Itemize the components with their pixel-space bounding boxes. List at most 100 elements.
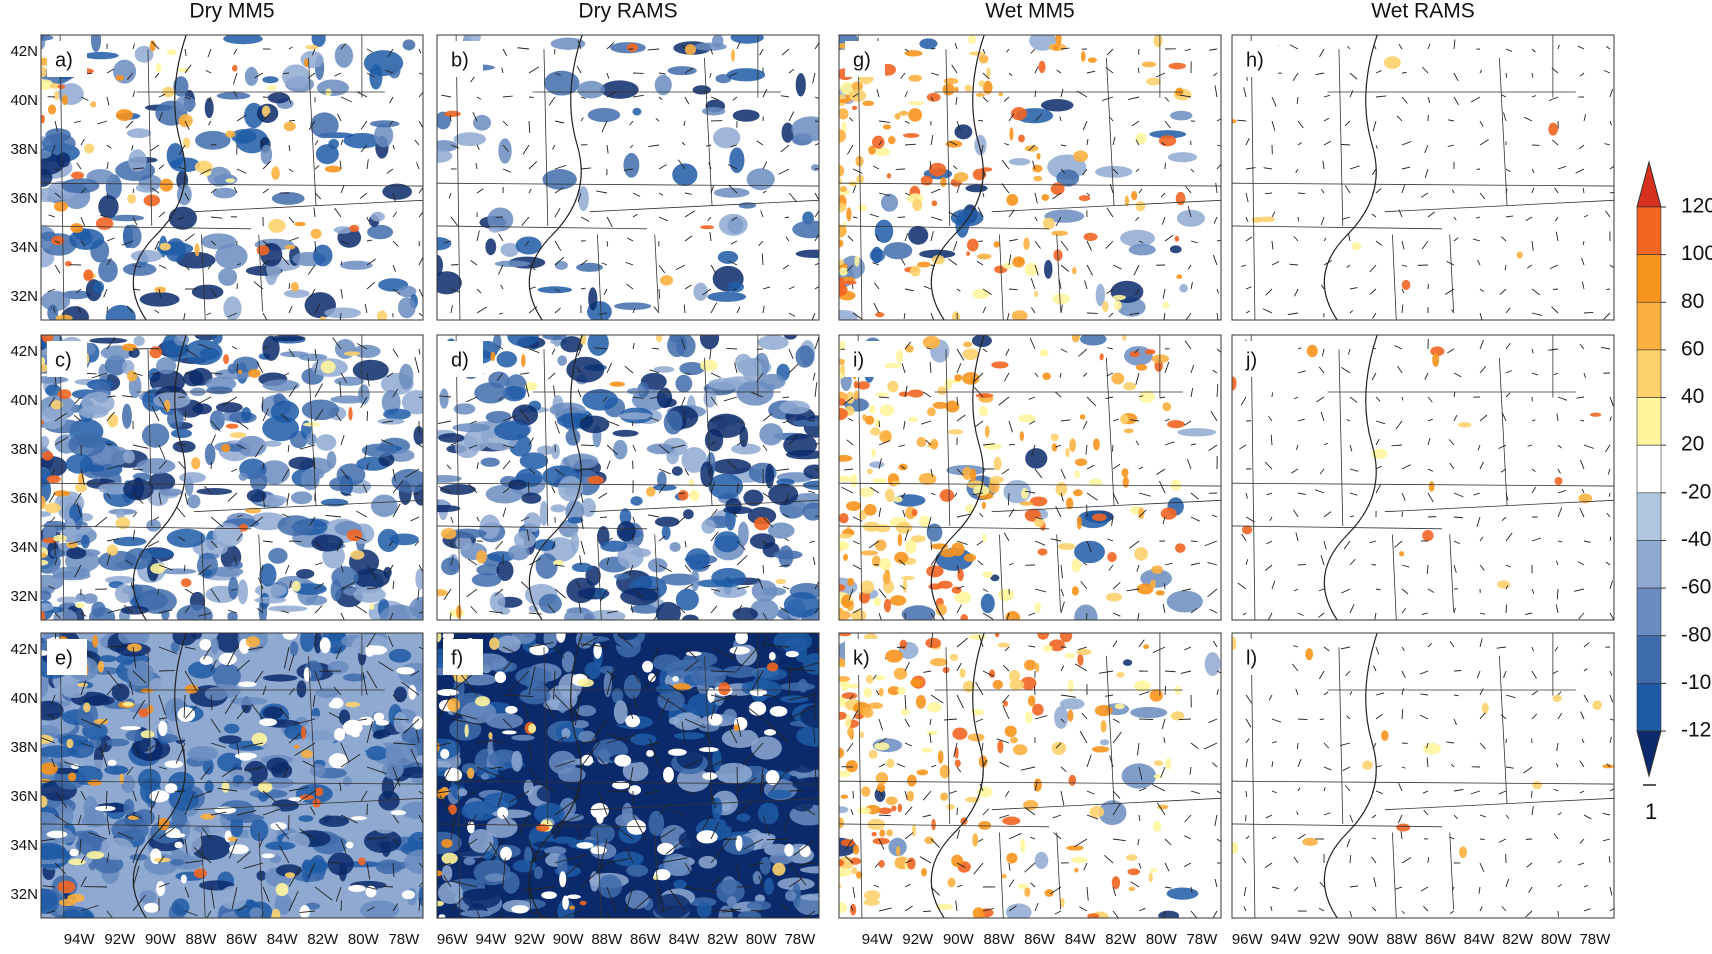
wind-vector (76, 502, 82, 518)
wind-vector (1264, 461, 1273, 470)
shading (176, 604, 213, 620)
lon-label: 80W (746, 931, 778, 948)
shading (906, 790, 915, 802)
colorbar-bin (1636, 635, 1662, 684)
wind-vector (184, 372, 194, 375)
wind-vector (702, 564, 712, 569)
wind-vector (869, 213, 880, 218)
shading (1241, 525, 1253, 535)
shading (1099, 353, 1104, 361)
wind-vector (736, 306, 741, 314)
shading (212, 663, 241, 689)
shading (1150, 579, 1156, 588)
wind-vector (788, 668, 791, 696)
shading (218, 652, 237, 666)
shading (625, 890, 650, 910)
shading (986, 67, 991, 79)
wind-vector (340, 260, 343, 266)
wind-vector (580, 96, 586, 99)
wind-vector (334, 72, 342, 77)
wind-vector (1003, 664, 1010, 672)
wind-vector (1319, 48, 1325, 58)
wind-vector (1369, 288, 1377, 295)
shading (333, 226, 353, 234)
wind-vector (780, 144, 790, 153)
shading (441, 852, 458, 865)
wind-vector (262, 113, 271, 122)
shading (46, 475, 61, 484)
shading (718, 682, 731, 696)
wind-vector (466, 790, 478, 797)
wind-vector (1453, 607, 1456, 614)
shading (916, 437, 927, 448)
shading (228, 576, 239, 600)
shading (1111, 372, 1125, 385)
wind-vector (554, 120, 565, 124)
shading (193, 868, 208, 879)
wind-vector (1349, 165, 1360, 170)
shading (856, 871, 863, 879)
wind-vector (450, 264, 459, 266)
shading (846, 207, 852, 222)
wind-vector (261, 910, 264, 918)
wind-vector (580, 413, 591, 422)
wind-vector (1008, 238, 1018, 242)
wind-vector (551, 486, 556, 494)
wind-vector (183, 748, 186, 768)
shading (1136, 583, 1154, 595)
shading (878, 687, 884, 697)
wind-vector (1323, 787, 1326, 792)
shading (281, 64, 310, 89)
shading (576, 705, 597, 717)
wind-vector (554, 256, 565, 266)
wind-vector (1479, 612, 1486, 615)
wind-vector (627, 237, 634, 242)
shading (991, 361, 1009, 369)
wind-vector (982, 96, 989, 103)
colorbar-tick-label: 20 (1681, 433, 1704, 456)
wind-vector (106, 443, 114, 446)
shading (107, 413, 119, 428)
wind-vector (106, 645, 128, 648)
wind-vector (132, 167, 144, 170)
wind-vector (528, 264, 536, 271)
wind-vector (1264, 564, 1273, 571)
wind-vector (288, 890, 299, 912)
wind-vector (627, 704, 634, 720)
shading (1067, 679, 1074, 693)
wind-vector (1603, 69, 1611, 74)
wind-vector (813, 727, 816, 744)
shading (271, 908, 281, 918)
wind-vector (132, 742, 139, 757)
shading (875, 312, 885, 318)
shading (657, 471, 667, 489)
shading (661, 525, 671, 541)
shading (90, 101, 97, 108)
wind-vector (606, 444, 618, 455)
wind-vector (418, 897, 421, 912)
shading (262, 335, 280, 361)
wind-vector (401, 681, 420, 696)
shading (1232, 119, 1237, 124)
wind-vector (1008, 254, 1012, 266)
shading (141, 423, 170, 448)
wind-vector (340, 240, 350, 245)
shading (1578, 493, 1593, 504)
shading (437, 688, 459, 696)
panel-frame (436, 334, 820, 621)
shading (929, 657, 948, 667)
wind-vector (314, 303, 321, 314)
wind-vector (1427, 588, 1435, 593)
wind-vector (751, 392, 764, 398)
wind-vector (236, 114, 247, 122)
wind-vector (1501, 516, 1507, 522)
wind-vector (1212, 254, 1218, 266)
border (258, 534, 263, 612)
wind-vector (1271, 261, 1280, 266)
wind-vector (1001, 183, 1010, 194)
shading (537, 286, 573, 294)
shading (1458, 422, 1472, 428)
border (41, 482, 423, 487)
wind-vector (418, 72, 423, 75)
wind-vector (684, 862, 692, 874)
